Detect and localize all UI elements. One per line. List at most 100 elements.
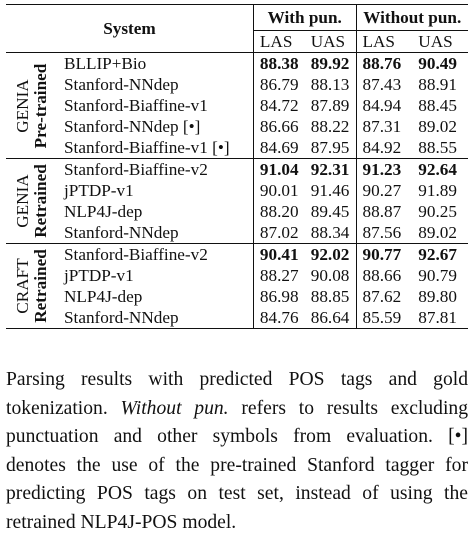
system-name: Stanford-NNdep <box>58 307 254 329</box>
wo-uas-value: 90.79 <box>418 265 457 285</box>
wo-uas-value: 87.81 <box>412 307 468 329</box>
w-uas-value: 87.89 <box>304 95 357 116</box>
group-label-cell: GENIA Retrained <box>6 158 58 244</box>
wo-uas-value: 88.45 <box>418 95 457 115</box>
w-uas-value: 88.34 <box>304 222 357 244</box>
wo-las-value: 84.94 <box>362 95 402 115</box>
w-las-value: 87.02 <box>259 222 299 242</box>
wo-las-value: 87.43 <box>362 74 402 94</box>
w-las-value: 91.04 <box>253 158 305 180</box>
table-row: Stanford-Biaffine-v1 [•] 84.69 87.95 84.92 8… <box>6 137 468 159</box>
wo-las-value: 91.23 <box>356 158 413 180</box>
with-pun-header: With pun. <box>253 4 357 31</box>
w-las-value: 86.66 <box>259 116 299 136</box>
uas-header: UAS <box>412 30 468 53</box>
table-row: jPTDP-v1 88.27 90.08 88.66 90.79 <box>6 265 468 286</box>
wo-las-value: 88.76 <box>356 52 413 74</box>
wo-las-value: 84.92 <box>362 137 402 157</box>
group-label-cell: CRAFT Retrained <box>6 243 58 329</box>
without-pun-header: Without pun. <box>363 7 462 27</box>
system-name: Stanford-NNdep <box>58 74 254 95</box>
results-table: System With pun. Without pun. LAS UAS LA… <box>6 4 468 329</box>
system-name: NLP4J-dep <box>58 286 254 307</box>
w-las-value: 90.41 <box>253 243 305 265</box>
table-row: GENIA Retrained Stanford-Biaffine-v2 91.04 9… <box>6 158 468 244</box>
caption-text-2: refers to results excluding punctuation … <box>6 397 468 533</box>
table-body: GENIA Pre-trained BLLIP+Bio 88.38 89.92 88.76… <box>6 52 468 329</box>
w-uas-value: 88.22 <box>304 116 357 137</box>
wo-uas-value: 90.25 <box>418 201 457 221</box>
table-row: Stanford-NNdep 84.76 86.64 85.59 87.81 <box>6 307 468 329</box>
wo-las-value: 88.66 <box>362 265 402 285</box>
wo-las-value: 90.77 <box>356 243 413 265</box>
group-dataset: CRAFT <box>12 258 32 314</box>
w-uas-value: 90.08 <box>304 265 357 286</box>
group-label: GENIA Pre-trained <box>12 63 50 148</box>
table-row: NLP4J-dep 88.20 89.45 88.87 90.25 <box>6 201 468 222</box>
system-name: Stanford-Biaffine-v2 <box>58 243 254 265</box>
group-label: CRAFT Retrained <box>12 249 50 323</box>
w-uas-value: 89.92 <box>304 52 357 74</box>
wo-uas-value: 91.89 <box>418 180 457 200</box>
wo-uas-value: 92.67 <box>412 243 468 265</box>
header-row-1: System With pun. Without pun. <box>6 4 468 53</box>
w-uas-value: 88.13 <box>304 74 357 95</box>
wo-uas-value: 89.80 <box>418 286 457 306</box>
caption-italic: Without pun. <box>120 397 229 419</box>
system-name: Stanford-NNdep [•] <box>58 116 254 137</box>
system-name: NLP4J-dep <box>58 201 254 222</box>
wo-las-value: 85.59 <box>356 307 413 329</box>
table-row: Stanford-NNdep 86.79 88.13 87.43 88.91 <box>6 74 468 95</box>
w-uas-value: 88.85 <box>304 286 357 307</box>
w-las-value: 84.76 <box>253 307 305 329</box>
w-uas-value: 89.45 <box>304 201 357 222</box>
w-uas-value: 91.46 <box>304 180 357 201</box>
system-name: Stanford-NNdep <box>58 222 254 244</box>
caption-text-1: Parsing results with predicted POS tags … <box>6 369 468 419</box>
w-las-value: 90.01 <box>259 180 299 200</box>
w-las-value: 88.20 <box>259 201 299 221</box>
uas-header: UAS <box>304 30 357 53</box>
wo-las-value: 87.62 <box>362 286 402 306</box>
table-row: NLP4J-dep 86.98 88.85 87.62 89.80 <box>6 286 468 307</box>
table-row: Stanford-Biaffine-v1 84.72 87.89 84.94 88.45 <box>6 95 468 116</box>
wo-las-value: 87.56 <box>362 222 402 242</box>
group-dataset: GENIA <box>12 174 32 228</box>
w-las-value: 88.38 <box>253 52 305 74</box>
wo-uas-value: 88.91 <box>418 74 457 94</box>
w-las-value: 86.79 <box>259 74 299 94</box>
table-caption: Parsing results with predicted POS tags … <box>6 366 468 538</box>
w-las-value: 86.98 <box>259 286 299 306</box>
wo-uas-value: 89.02 <box>418 116 457 136</box>
table-row: GENIA Pre-trained BLLIP+Bio 88.38 89.92 88.76… <box>6 52 468 159</box>
group-label: GENIA Retrained <box>12 164 50 238</box>
table-row: Stanford-NNdep 87.02 88.34 87.56 89.02 <box>6 222 468 244</box>
table-row: CRAFT Retrained Stanford-Biaffine-v2 90.41 9… <box>6 243 468 329</box>
group-dataset: GENIA <box>12 78 32 133</box>
system-name: BLLIP+Bio <box>58 52 254 74</box>
wo-uas-value: 89.02 <box>418 222 457 242</box>
wo-las-value: 87.31 <box>362 116 402 136</box>
w-uas-value: 92.31 <box>304 158 357 180</box>
w-uas-value: 87.95 <box>304 137 357 159</box>
las-header: LAS <box>356 30 413 53</box>
system-name: Stanford-Biaffine-v2 <box>58 158 254 180</box>
wo-uas-value: 88.55 <box>418 137 457 157</box>
header-row-2: LAS UAS LAS UAS <box>6 30 468 53</box>
w-uas-value: 92.02 <box>304 243 357 265</box>
system-name: Stanford-Biaffine-v1 <box>58 95 254 116</box>
table-row: Stanford-NNdep [•] 86.66 88.22 87.31 89.02 <box>6 116 468 137</box>
system-name: jPTDP-v1 <box>58 265 254 286</box>
group-label-cell: GENIA Pre-trained <box>6 52 58 159</box>
wo-uas-value: 90.49 <box>412 52 468 74</box>
system-name: jPTDP-v1 <box>58 180 254 201</box>
group-setting: Retrained <box>31 249 50 323</box>
table-row: jPTDP-v1 90.01 91.46 90.27 91.89 <box>6 180 468 201</box>
w-uas-value: 86.64 <box>304 307 357 329</box>
system-header: System <box>6 4 254 53</box>
wo-uas-value: 92.64 <box>412 158 468 180</box>
w-las-value: 84.72 <box>259 95 299 115</box>
las-header: LAS <box>253 30 305 53</box>
group-setting: Pre-trained <box>31 63 50 148</box>
